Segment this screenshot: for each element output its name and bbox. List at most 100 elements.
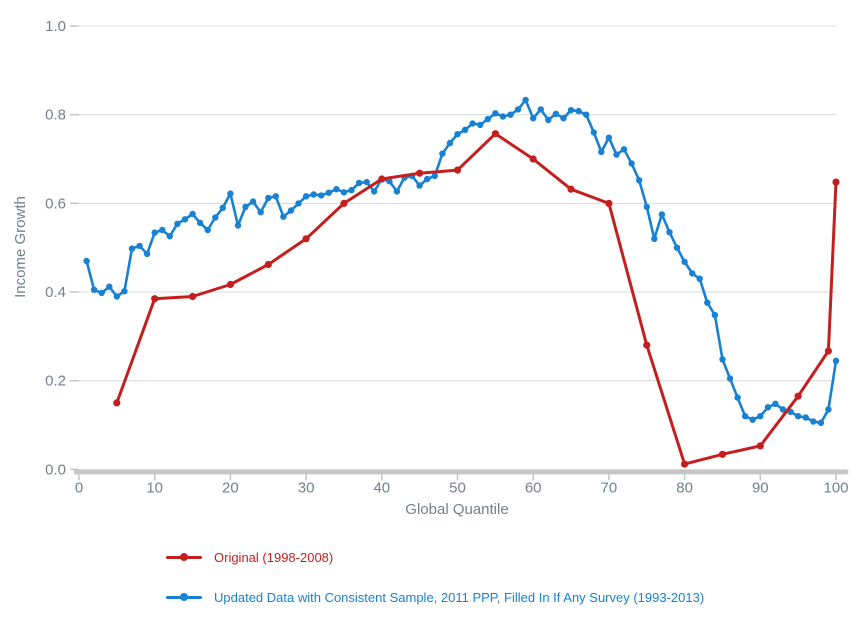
data-point[interactable] (484, 115, 491, 123)
data-point[interactable] (272, 193, 279, 200)
data-point[interactable] (249, 198, 257, 205)
data-point[interactable] (832, 178, 840, 186)
data-point[interactable] (673, 244, 681, 251)
data-point[interactable] (529, 155, 537, 163)
data-point[interactable] (825, 406, 832, 413)
data-point[interactable] (749, 416, 756, 423)
data-point[interactable] (143, 250, 151, 258)
data-point[interactable] (757, 413, 764, 420)
data-point[interactable] (166, 233, 173, 240)
data-point[interactable] (128, 245, 136, 252)
data-point[interactable] (530, 115, 537, 122)
data-point[interactable] (810, 418, 817, 425)
data-point[interactable] (522, 96, 529, 104)
data-point[interactable] (583, 111, 590, 118)
data-point[interactable] (340, 199, 348, 207)
data-point[interactable] (545, 116, 552, 124)
data-point[interactable] (416, 169, 424, 177)
data-point[interactable] (325, 189, 332, 196)
data-point[interactable] (636, 177, 643, 184)
data-point[interactable] (295, 200, 302, 207)
data-point[interactable] (113, 399, 121, 407)
data-point[interactable] (219, 204, 226, 211)
data-point[interactable] (340, 189, 348, 196)
data-point[interactable] (651, 235, 658, 242)
data-point[interactable] (590, 129, 597, 136)
data-point[interactable] (643, 341, 651, 349)
data-point[interactable] (227, 190, 234, 197)
data-point[interactable] (181, 216, 189, 223)
data-point[interactable] (658, 211, 666, 218)
data-point[interactable] (794, 392, 802, 400)
data-point[interactable] (189, 292, 197, 301)
data-point[interactable] (499, 113, 507, 120)
data-point[interactable] (257, 209, 264, 216)
data-point[interactable] (628, 160, 635, 167)
data-point[interactable] (567, 107, 575, 114)
data-point[interactable] (280, 213, 287, 220)
data-point[interactable] (507, 111, 514, 118)
data-point[interactable] (794, 413, 802, 420)
data-point[interactable] (302, 235, 310, 243)
data-point[interactable] (189, 210, 196, 218)
data-point[interactable] (378, 175, 386, 183)
data-point[interactable] (136, 242, 143, 250)
data-point[interactable] (83, 257, 90, 265)
data-point[interactable] (772, 400, 779, 407)
data-point[interactable] (90, 286, 98, 293)
legend-item-updated[interactable]: Updated Data with Consistent Sample, 201… (166, 589, 704, 605)
data-point[interactable] (453, 166, 462, 174)
data-point[interactable] (567, 185, 575, 193)
data-point[interactable] (226, 280, 234, 289)
series-original[interactable] (113, 130, 840, 468)
data-point[interactable] (242, 203, 249, 211)
data-point[interactable] (779, 406, 787, 413)
data-point[interactable] (575, 107, 582, 115)
data-point[interactable] (393, 188, 401, 195)
data-point[interactable] (439, 150, 446, 157)
data-point[interactable] (446, 139, 454, 147)
data-point[interactable] (492, 110, 499, 117)
data-point[interactable] (598, 148, 605, 156)
data-point[interactable] (371, 188, 378, 195)
data-point[interactable] (264, 260, 272, 269)
data-point[interactable] (196, 219, 204, 227)
data-point[interactable] (643, 203, 650, 211)
data-point[interactable] (265, 194, 272, 202)
data-point[interactable] (681, 258, 688, 266)
data-point[interactable] (234, 222, 242, 229)
legend-item-original[interactable]: Original (1998-2008) (166, 549, 333, 565)
data-point[interactable] (696, 275, 703, 282)
data-point[interactable] (318, 192, 325, 199)
data-point[interactable] (726, 375, 734, 382)
data-point[interactable] (824, 347, 833, 355)
data-point[interactable] (605, 199, 613, 207)
data-point[interactable] (287, 207, 295, 214)
data-point[interactable] (704, 299, 711, 306)
data-point[interactable] (605, 134, 613, 141)
data-point[interactable] (212, 214, 219, 221)
data-point[interactable] (355, 179, 363, 187)
data-point[interactable] (461, 126, 469, 133)
data-point[interactable] (817, 419, 825, 426)
data-point[interactable] (106, 283, 113, 290)
data-point[interactable] (681, 460, 689, 468)
data-point[interactable] (416, 182, 423, 189)
data-point[interactable] (560, 115, 567, 122)
data-point[interactable] (764, 404, 772, 411)
series-updated[interactable] (83, 96, 840, 426)
data-point[interactable] (348, 186, 355, 194)
data-point[interactable] (159, 226, 166, 234)
data-point[interactable] (689, 270, 696, 277)
data-point[interactable] (620, 146, 628, 153)
data-point[interactable] (98, 289, 105, 297)
data-point[interactable] (386, 178, 393, 185)
data-point[interactable] (719, 356, 726, 363)
data-point[interactable] (431, 172, 438, 180)
data-point[interactable] (552, 110, 560, 118)
data-point[interactable] (537, 106, 544, 113)
data-point[interactable] (333, 186, 340, 193)
data-point[interactable] (711, 311, 719, 319)
data-point[interactable] (121, 288, 128, 295)
data-point[interactable] (832, 357, 840, 364)
